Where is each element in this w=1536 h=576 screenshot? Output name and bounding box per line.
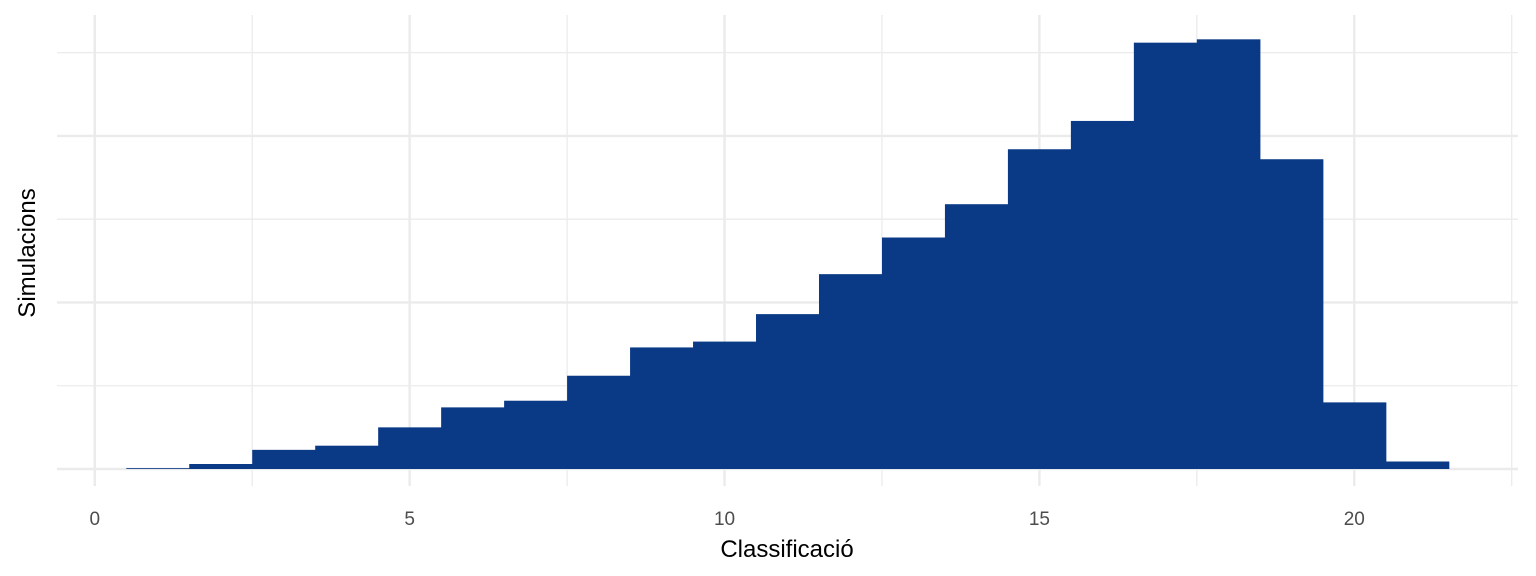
histogram-bar (189, 464, 253, 469)
histogram-bar (756, 314, 820, 469)
histogram-bar (315, 445, 379, 469)
histogram-bar (944, 204, 1009, 469)
x-tick-label: 5 (404, 509, 415, 530)
histogram-bar (126, 468, 190, 469)
x-axis-title: Classificació (720, 536, 853, 563)
histogram-bar (1070, 120, 1135, 469)
histogram-bar (504, 400, 568, 469)
histogram-bar (567, 375, 631, 469)
y-axis-title: Simulacions (14, 188, 41, 317)
histogram-bar (818, 274, 883, 469)
histogram-bar (1322, 402, 1387, 469)
histogram-bar (252, 449, 316, 469)
histogram-bar (1133, 42, 1198, 470)
histogram-bars (126, 39, 1450, 470)
histogram-bar (1196, 39, 1261, 469)
x-tick-label: 20 (1344, 509, 1365, 530)
x-tick-label: 0 (89, 509, 100, 530)
x-tick-label: 10 (714, 509, 735, 530)
histogram-bar (441, 407, 505, 469)
histogram-bar (1007, 149, 1072, 469)
histogram-bar (1259, 159, 1324, 469)
histogram-bar (1385, 461, 1450, 469)
x-tick-labels: 0 5 10 15 20 (89, 509, 1364, 530)
x-tick-label: 15 (1029, 509, 1050, 530)
histogram-bar (881, 237, 946, 469)
histogram-bar (693, 341, 757, 469)
histogram-bar (378, 427, 442, 469)
histogram-bar (630, 347, 694, 469)
